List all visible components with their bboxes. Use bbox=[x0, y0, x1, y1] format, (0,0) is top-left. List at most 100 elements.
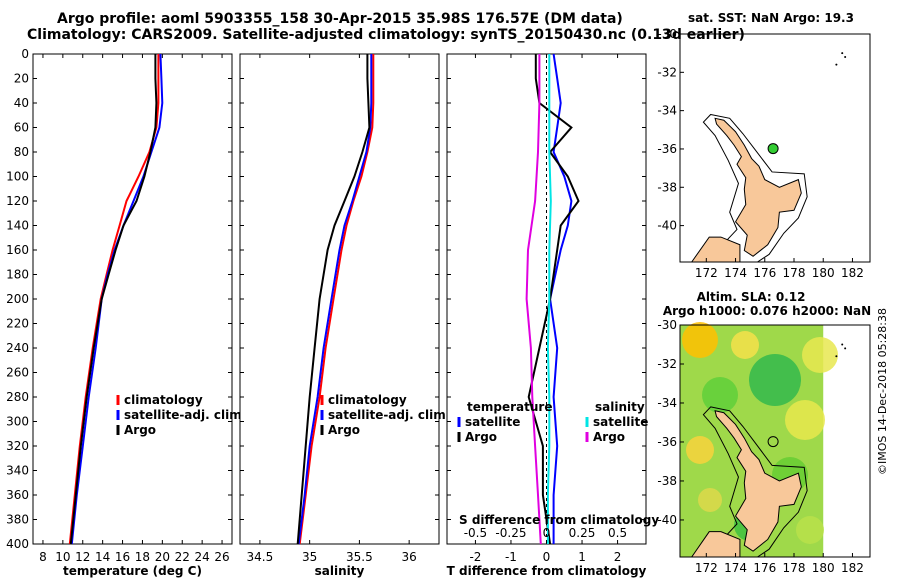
figure-title-line1: Argo profile: aoml 5903355_158 30-Apr-20… bbox=[57, 11, 623, 27]
float-position-marker bbox=[767, 436, 779, 448]
map-x-tick-label: 182 bbox=[841, 266, 864, 280]
y-tick-label: 40 bbox=[14, 96, 29, 110]
x2-tick-label: 0.25 bbox=[569, 526, 596, 540]
figure-title-line2: Climatology: CARS2009. Satellite-adjuste… bbox=[27, 27, 745, 43]
y-tick-label: 200 bbox=[6, 292, 29, 306]
legend-label: Argo bbox=[593, 430, 625, 444]
x-tick-label: 22 bbox=[175, 550, 190, 564]
y-tick-label: 280 bbox=[6, 390, 29, 404]
bathymetry-contour bbox=[702, 113, 808, 263]
sla-anomaly-patch bbox=[785, 400, 825, 440]
sla-anomaly-patch bbox=[731, 331, 759, 359]
imos-watermark: ©IMOS 14-Dec-2018 05:28:38 bbox=[876, 308, 889, 475]
y-tick-label: 360 bbox=[6, 488, 29, 502]
difference-plot: -2 -1 0 1 2T difference from climatology -0.5… bbox=[446, 53, 659, 578]
y-tick-label: 380 bbox=[6, 513, 29, 527]
y-tick-label: 180 bbox=[6, 268, 29, 282]
north-island-land bbox=[714, 117, 802, 257]
map-x-tick-label: 172 bbox=[695, 266, 718, 280]
y-tick-label: 120 bbox=[6, 194, 29, 208]
island-dot bbox=[841, 52, 844, 55]
x-tick-label: 1 bbox=[578, 550, 586, 564]
sla-anomaly-patch bbox=[749, 354, 801, 406]
y-tick-label: 340 bbox=[6, 464, 29, 478]
y-tick-label: 0 bbox=[21, 47, 29, 61]
legend-label: satellite bbox=[593, 415, 648, 429]
bathymetry-contour bbox=[702, 406, 808, 558]
y-tick-label: 220 bbox=[6, 317, 29, 331]
x-axis-label: salinity bbox=[315, 564, 365, 578]
map-y-tick-label: -32 bbox=[657, 357, 677, 371]
sla-anomaly-patch bbox=[698, 488, 722, 512]
map-frame bbox=[679, 33, 871, 263]
x2-tick-label: 0.5 bbox=[608, 526, 627, 540]
x-tick-label: 26 bbox=[214, 550, 229, 564]
sla-anomaly-patch bbox=[796, 516, 824, 544]
series-line-argo bbox=[296, 54, 371, 545]
map-x-tick-label: 172 bbox=[695, 561, 718, 575]
y-tick-label: 140 bbox=[6, 219, 29, 233]
series-line-t-satellite bbox=[549, 53, 573, 544]
map-y-tick-label: -36 bbox=[657, 142, 677, 156]
legend-label: climatology bbox=[328, 393, 407, 407]
x-tick-label: 2 bbox=[614, 550, 622, 564]
y-tick-label: 20 bbox=[14, 72, 29, 86]
x-tick-label: 16 bbox=[115, 550, 130, 564]
map-y-tick-label: -40 bbox=[657, 219, 677, 233]
series-line-s-satellite bbox=[546, 54, 552, 544]
map-y-tick-label: -32 bbox=[657, 65, 677, 79]
legend-label: Argo bbox=[328, 423, 360, 437]
float-position-marker bbox=[767, 143, 779, 155]
x-tick-label: 20 bbox=[155, 550, 170, 564]
x-tick-label: 36 bbox=[402, 550, 417, 564]
series-line-climatology bbox=[298, 54, 375, 545]
series-line-argo bbox=[69, 54, 158, 545]
y-tick-label: 160 bbox=[6, 243, 29, 257]
map-frame bbox=[679, 324, 871, 558]
north-island-land bbox=[714, 410, 802, 552]
legend-label: satellite bbox=[465, 415, 520, 429]
map-y-tick-label: -30 bbox=[657, 318, 677, 332]
x-tick-label: 8 bbox=[39, 550, 47, 564]
x-tick-label: 12 bbox=[75, 550, 90, 564]
map-y-tick-label: -38 bbox=[657, 474, 677, 488]
salinity-plot: 34.5 35 35.5 36 salinity climatologysatellite… bbox=[239, 53, 450, 578]
series-line-satellite-adj-clim- bbox=[297, 54, 373, 545]
legend-title-salinity: salinity bbox=[595, 400, 645, 414]
map-y-tick-label: -38 bbox=[657, 180, 677, 194]
x-tick-label: -1 bbox=[505, 550, 517, 564]
x-tick-label: 10 bbox=[55, 550, 70, 564]
x-tick-label: -2 bbox=[469, 550, 481, 564]
salinity-axes-box bbox=[239, 53, 440, 545]
island-dot bbox=[841, 343, 844, 346]
legend-label: climatology bbox=[124, 393, 203, 407]
island-dot bbox=[835, 63, 838, 66]
island-dot bbox=[844, 347, 847, 350]
x-tick-label: 14 bbox=[95, 550, 110, 564]
x-tick-label: 34.5 bbox=[247, 550, 274, 564]
x2-tick-label: 0 bbox=[543, 526, 551, 540]
map-sst-title: sat. SST: NaN Argo: 19.3 bbox=[688, 11, 854, 25]
x-axis-label: T difference from climatology bbox=[447, 564, 647, 578]
map-x-tick-label: 176 bbox=[753, 561, 776, 575]
map-x-tick-label: 174 bbox=[724, 561, 747, 575]
map-y-tick-label: -34 bbox=[657, 104, 677, 118]
map-y-tick-label: -30 bbox=[657, 27, 677, 41]
x-tick-label: 35.5 bbox=[346, 550, 373, 564]
map-sla-subtitle: Argo h1000: 0.076 h2000: NaN bbox=[663, 304, 871, 318]
legend-label: satellite-adj. clim. bbox=[124, 408, 246, 422]
map-y-tick-label: -34 bbox=[657, 396, 677, 410]
map-x-tick-label: 174 bbox=[724, 266, 747, 280]
x2-tick-label: -0.25 bbox=[495, 526, 526, 540]
island-dot bbox=[844, 55, 847, 58]
y-tick-label: 240 bbox=[6, 341, 29, 355]
sla-anomaly-patch bbox=[702, 377, 738, 413]
legend-label: satellite-adj. clim. bbox=[328, 408, 450, 422]
legend-label: Argo bbox=[465, 430, 497, 444]
temperature-axes-box bbox=[32, 53, 233, 545]
island-dot bbox=[835, 355, 838, 358]
sla-anomaly-patch bbox=[686, 436, 714, 464]
map-sla-title: Altim. SLA: 0.12 bbox=[697, 290, 806, 304]
y-tick-label: 300 bbox=[6, 415, 29, 429]
y-tick-label: 260 bbox=[6, 366, 29, 380]
